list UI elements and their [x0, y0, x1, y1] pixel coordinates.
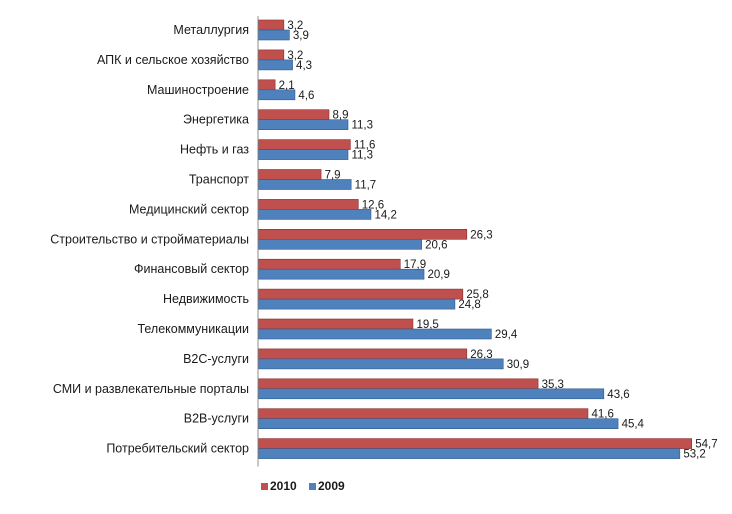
bar-2009 [258, 298, 456, 310]
category-label: Телекоммуникации [137, 322, 249, 336]
value-label-2010: 3,2 [287, 20, 303, 32]
bar-2010 [258, 169, 322, 180]
bar-2010 [258, 438, 693, 449]
value-label-2009: 4,6 [298, 90, 314, 102]
bar-2010 [258, 408, 589, 420]
value-label-2010: 2,1 [279, 80, 295, 92]
value-label-2009: 14,2 [374, 209, 396, 221]
value-label-2009: 11,3 [351, 120, 373, 132]
value-label-2010: 11,6 [354, 140, 376, 152]
bar-2010 [258, 318, 414, 330]
value-label-2009: 45,4 [622, 419, 645, 431]
bar-2009 [258, 358, 504, 370]
category-label: АПК и сельское хозяйство [97, 53, 249, 67]
value-label-2010: 26,3 [470, 229, 492, 241]
value-label-2010: 8,9 [332, 110, 348, 122]
bar-2010 [258, 288, 464, 300]
legend-swatch-2009 [309, 483, 316, 490]
value-label-2010: 12,6 [362, 199, 384, 211]
bar-2010 [258, 378, 539, 390]
bar-2009 [258, 209, 372, 220]
category-label: B2C-услуги [183, 352, 249, 366]
legend-label-2009: 2009 [318, 479, 345, 493]
category-label: Энергетика [183, 113, 249, 127]
value-label-2009: 11,7 [355, 180, 377, 192]
category-label: Потребительский сектор [106, 442, 249, 456]
bar-2009 [258, 418, 619, 430]
bars-layer [258, 19, 693, 459]
category-label: Транспорт [189, 173, 249, 187]
value-label-2009: 30,9 [507, 359, 529, 371]
legend-label-2010: 2010 [270, 479, 297, 493]
value-label-2009: 20,9 [428, 269, 450, 281]
bar-2009 [258, 239, 422, 250]
value-label-2010: 17,9 [404, 259, 426, 271]
value-label-2009: 20,6 [425, 239, 447, 251]
value-label-2009: 53,2 [683, 449, 705, 461]
category-label: Машиностроение [147, 83, 249, 97]
category-label: Медицинский сектор [129, 202, 249, 216]
legend-swatch-2010 [261, 483, 268, 490]
value-label-2009: 3,9 [293, 30, 309, 42]
value-label-2010: 26,3 [470, 349, 492, 361]
category-label: Строительство и стройматериалы [50, 232, 249, 246]
category-label: Финансовый сектор [134, 262, 249, 276]
value-label-2009: 11,3 [351, 150, 373, 162]
value-label-2009: 24,8 [458, 299, 480, 311]
value-label-2010: 25,8 [466, 289, 488, 301]
bar-2009 [258, 29, 290, 41]
value-label-2010: 7,9 [325, 170, 341, 182]
category-label: Нефть и газ [180, 143, 249, 157]
bar-2010 [258, 258, 401, 270]
bar-2009 [258, 328, 492, 340]
bar-2010 [258, 49, 285, 61]
bar-2010 [258, 19, 285, 31]
bar-2009 [258, 149, 349, 160]
bar-2010 [258, 79, 276, 91]
legend: 2010 2009 [261, 479, 345, 493]
bar-2009 [258, 268, 425, 280]
category-label: Металлургия [173, 23, 249, 37]
value-label-2010: 19,5 [416, 319, 438, 331]
value-label-2009: 4,3 [296, 60, 312, 72]
bar-2010 [258, 348, 468, 360]
value-label-2009: 43,6 [607, 389, 629, 401]
category-label: СМИ и развлекательные порталы [53, 382, 249, 396]
bar-2010 [258, 199, 359, 210]
value-label-2010: 3,2 [287, 50, 303, 62]
value-label-2010: 35,3 [542, 379, 564, 391]
bar-2010 [258, 139, 351, 150]
value-label-2010: 54,7 [695, 439, 717, 451]
bar-2010 [258, 229, 468, 240]
value-label-2010: 41,6 [591, 409, 613, 421]
bar-2009 [258, 448, 681, 459]
value-label-2009: 29,4 [495, 329, 518, 341]
bar-2010 [258, 109, 330, 120]
category-label: Недвижимость [163, 292, 249, 306]
category-label: B2B-услуги [184, 412, 249, 426]
